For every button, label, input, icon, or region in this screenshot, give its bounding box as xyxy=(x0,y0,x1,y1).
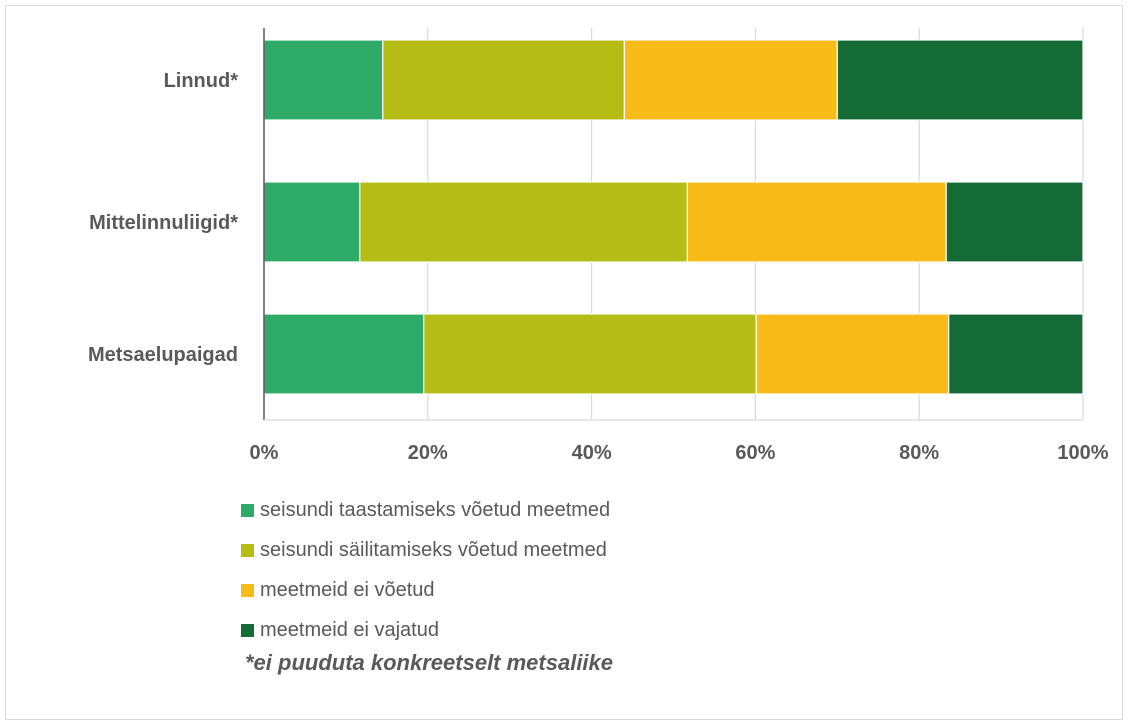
bar-segment xyxy=(263,39,384,121)
legend-label: meetmeid ei vajatud xyxy=(260,618,439,641)
bar-segment xyxy=(359,181,689,263)
y-axis-labels: Linnud* Mittelinnuliigid* Metsaelupaigad xyxy=(88,70,238,366)
x-tick-label: 20% xyxy=(408,442,448,464)
category-label: Linnud* xyxy=(164,70,239,92)
bar-segment xyxy=(263,313,425,395)
bar-segment xyxy=(382,39,625,121)
bar-segment xyxy=(945,181,1084,263)
axes xyxy=(263,28,1083,421)
x-tick-label: 0% xyxy=(250,442,279,464)
legend-label: meetmeid ei võetud xyxy=(260,578,435,601)
x-tick-label: 100% xyxy=(1057,442,1108,464)
bars xyxy=(263,39,1084,395)
x-tick-label: 40% xyxy=(572,442,612,464)
x-tick-label: 60% xyxy=(735,442,775,464)
bar-segment xyxy=(686,181,947,263)
legend-swatch xyxy=(241,623,254,637)
bar-segment xyxy=(836,39,1084,121)
legend-label: seisundi taastamiseks võetud meetmed xyxy=(260,498,611,521)
legend-item: seisundi säilitamiseks võetud meetmed xyxy=(241,530,610,570)
bar-segment xyxy=(423,313,757,395)
legend-item: seisundi taastamiseks võetud meetmed xyxy=(241,490,610,530)
legend: seisundi taastamiseks võetud meetmed seis… xyxy=(241,490,610,650)
legend-label: seisundi säilitamiseks võetud meetmed xyxy=(260,538,607,561)
legend-swatch xyxy=(241,583,254,597)
x-axis-labels: 0% 20% 40% 60% 80% 100% xyxy=(250,442,1109,464)
stacked-bar-chart: Linnud* Mittelinnuliigid* Metsaelupaigad 0… xyxy=(88,28,1109,464)
legend-swatch xyxy=(241,503,254,517)
legend-swatch xyxy=(241,543,254,557)
footnote: *ei puuduta konkreetselt metsaliike xyxy=(245,650,614,675)
legend-item: meetmeid ei vajatud xyxy=(241,610,610,650)
bar-segment xyxy=(948,313,1084,395)
bar-segment xyxy=(623,39,838,121)
legend-item: meetmeid ei võetud xyxy=(241,570,610,610)
category-label: Metsaelupaigad xyxy=(88,344,238,366)
bar-segment xyxy=(755,313,950,395)
x-tick-label: 80% xyxy=(899,442,939,464)
category-label: Mittelinnuliigid* xyxy=(89,212,238,234)
bar-segment xyxy=(263,181,361,263)
